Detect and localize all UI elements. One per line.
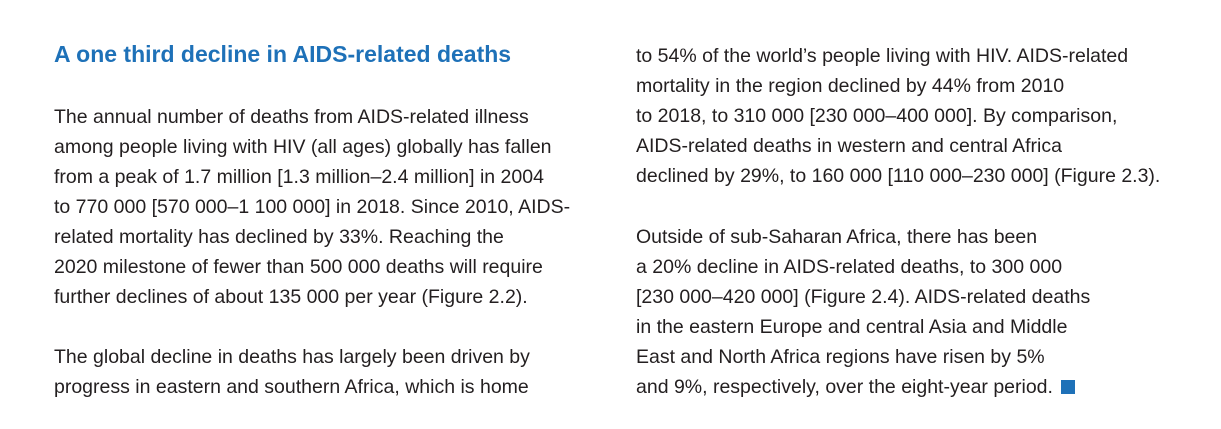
text-line: declined by 29%, to 160 000 [110 000–230… xyxy=(636,165,1161,187)
section-heading: A one third decline in AIDS-related deat… xyxy=(54,41,512,67)
text-line: The global decline in deaths has largely… xyxy=(54,346,530,368)
text-line: [230 000–420 000] (Figure 2.4). AIDS-rel… xyxy=(636,286,1091,308)
text-line: a 20% decline in AIDS-related deaths, to… xyxy=(636,256,1063,278)
text-line: to 770 000 [570 000–1 100 000] in 2018. … xyxy=(54,196,571,218)
text-line: among people living with HIV (all ages) … xyxy=(54,136,552,158)
text-line: further declines of about 135 000 per ye… xyxy=(54,286,528,308)
text-line: Outside of sub-Saharan Africa, there has… xyxy=(636,226,1038,248)
text-line: East and North Africa regions have risen… xyxy=(636,346,1045,368)
last-text-line: and 9%, respectively, over the eight-yea… xyxy=(636,374,1075,400)
text-line: in the eastern Europe and central Asia a… xyxy=(636,316,1068,338)
text-line: related mortality has declined by 33%. R… xyxy=(54,226,504,248)
text-line: progress in eastern and southern Africa,… xyxy=(54,376,529,398)
text-line: 2020 milestone of fewer than 500 000 dea… xyxy=(54,256,543,278)
text-line: from a peak of 1.7 million [1.3 million–… xyxy=(54,166,544,188)
text-line: The annual number of deaths from AIDS-re… xyxy=(54,106,529,128)
text-line: AIDS-related deaths in western and centr… xyxy=(636,135,1062,157)
text-line: to 54% of the world’s people living with… xyxy=(636,45,1129,67)
text-line-content: and 9%, respectively, over the eight-yea… xyxy=(636,376,1053,398)
text-line: to 2018, to 310 000 [230 000–400 000]. B… xyxy=(636,105,1118,127)
end-of-article-icon xyxy=(1060,380,1075,394)
text-line: mortality in the region declined by 44% … xyxy=(636,75,1065,97)
